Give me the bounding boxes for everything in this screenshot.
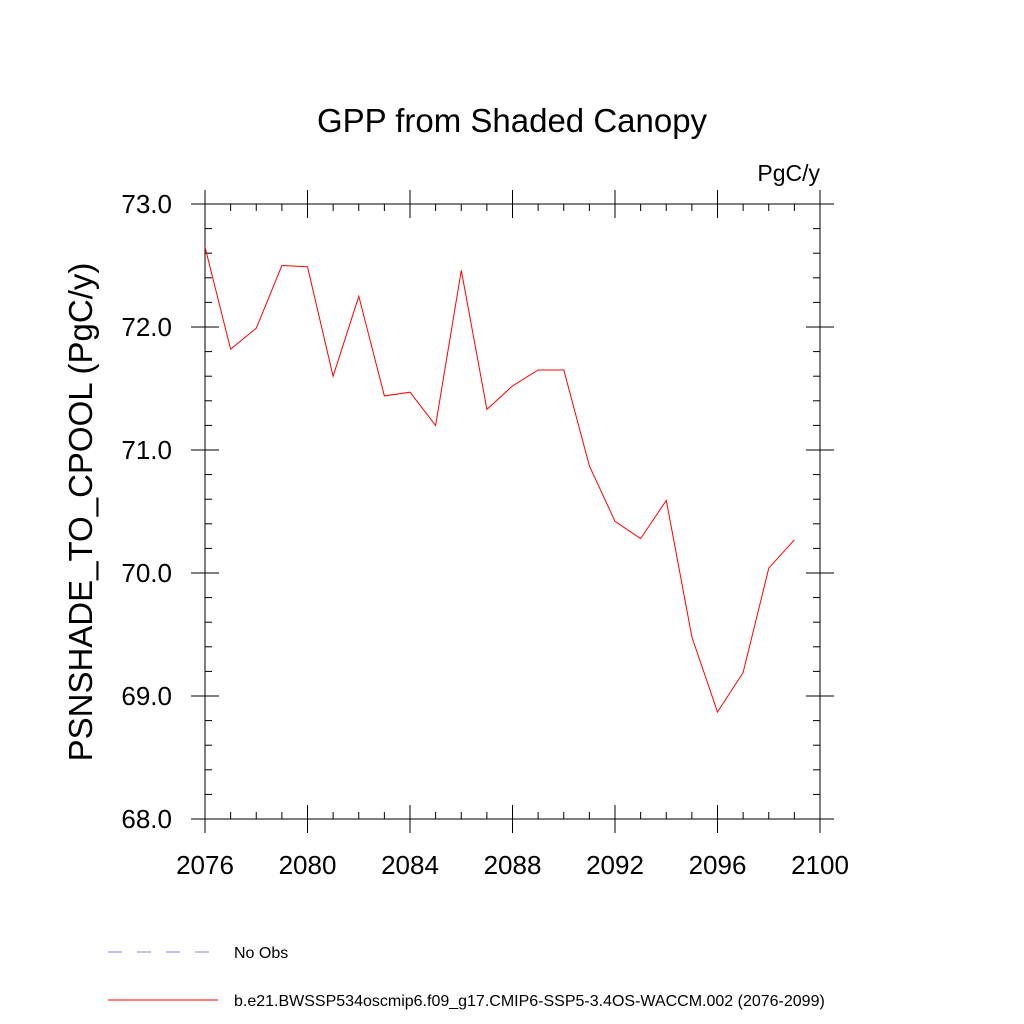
x-tick-label: 2096 (689, 850, 747, 880)
series-line (204, 246, 795, 714)
y-tick-label: 69.0 (121, 681, 172, 711)
x-tick-label: 2080 (279, 850, 337, 880)
legend-label: No Obs (234, 945, 288, 962)
x-tick-label: 2088 (484, 850, 542, 880)
y-tick-label: 73.0 (121, 189, 172, 219)
x-tick-label: 2084 (381, 850, 439, 880)
legend: No Obs b.e21.BWSSP534oscmip6.f09_g17.CMIP… (108, 945, 825, 1010)
x-tick-label: 2092 (586, 850, 644, 880)
y-axis-label: PSNSHADE_TO_CPOOL (PgC/y) (62, 263, 99, 762)
y-tick-label: 68.0 (121, 804, 172, 834)
y-tick-label: 70.0 (121, 558, 172, 588)
units-label: PgC/y (757, 160, 820, 186)
y-tick-label: 71.0 (121, 435, 172, 465)
y-tick-label: 72.0 (121, 312, 172, 342)
x-tick-label: 2076 (176, 850, 234, 880)
chart-title: GPP from Shaded Canopy (317, 102, 708, 139)
legend-label: b.e21.BWSSP534oscmip6.f09_g17.CMIP6-SSP5… (234, 993, 825, 1010)
x-tick-label: 2100 (791, 850, 849, 880)
plot-frame (204, 203, 821, 820)
plot-area: 2076 2080 2084 2088 2092 2096 2100 68.0 69.0 70.0… (121, 189, 849, 880)
